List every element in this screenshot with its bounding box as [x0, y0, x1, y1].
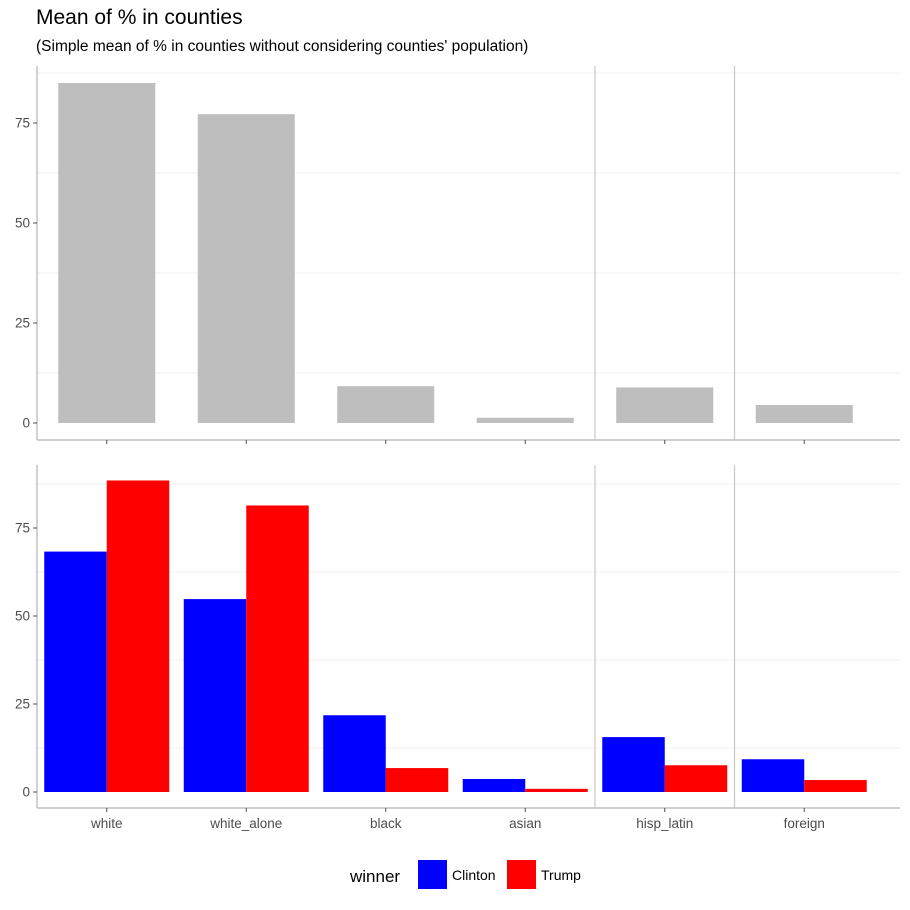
- legend-title: winner: [349, 867, 400, 886]
- y-tick-label: 25: [15, 697, 30, 712]
- y-tick-label: 75: [15, 116, 30, 131]
- y-tick-label: 0: [22, 416, 30, 431]
- y-tick-label: 50: [15, 216, 30, 231]
- x-tick-label: white_alone: [209, 816, 282, 831]
- legend-swatch-clinton: [418, 860, 447, 889]
- bar-black: [337, 386, 435, 423]
- legend-label-clinton: Clinton: [452, 867, 496, 883]
- bar-asian: [476, 417, 574, 423]
- x-tick-label: asian: [509, 816, 541, 831]
- chart-title: Mean of % in counties: [36, 6, 243, 29]
- bar-foreign-trump: [804, 780, 867, 792]
- chart-subtitle: (Simple mean of % in counties without co…: [36, 38, 529, 55]
- y-tick-label: 75: [15, 521, 30, 536]
- bar-white: [58, 83, 156, 423]
- bar-white-trump: [106, 480, 170, 792]
- bar-black-clinton: [323, 715, 386, 792]
- x-tick-label: foreign: [784, 816, 825, 831]
- bar-hisp_latin-clinton: [602, 737, 665, 792]
- bar-black-trump: [385, 768, 449, 792]
- bar-hisp_latin: [616, 387, 714, 423]
- bar-white-clinton: [44, 551, 107, 792]
- bar-white_alone-trump: [246, 505, 309, 792]
- x-tick-label: white: [90, 816, 123, 831]
- legend-swatch-trump: [507, 860, 536, 889]
- bar-white_alone-clinton: [183, 599, 247, 792]
- bar-asian-clinton: [462, 778, 526, 792]
- y-tick-label: 50: [15, 609, 30, 624]
- legend-label-trump: Trump: [541, 867, 581, 883]
- bar-asian-trump: [525, 788, 588, 792]
- y-tick-label: 0: [22, 785, 30, 800]
- x-tick-label: hisp_latin: [636, 816, 693, 831]
- bar-foreign: [755, 405, 853, 423]
- bar-hisp_latin-trump: [664, 765, 728, 792]
- y-tick-label: 25: [15, 316, 30, 331]
- x-tick-label: black: [370, 816, 402, 831]
- bar-white_alone: [197, 114, 295, 423]
- bar-foreign-clinton: [741, 759, 805, 792]
